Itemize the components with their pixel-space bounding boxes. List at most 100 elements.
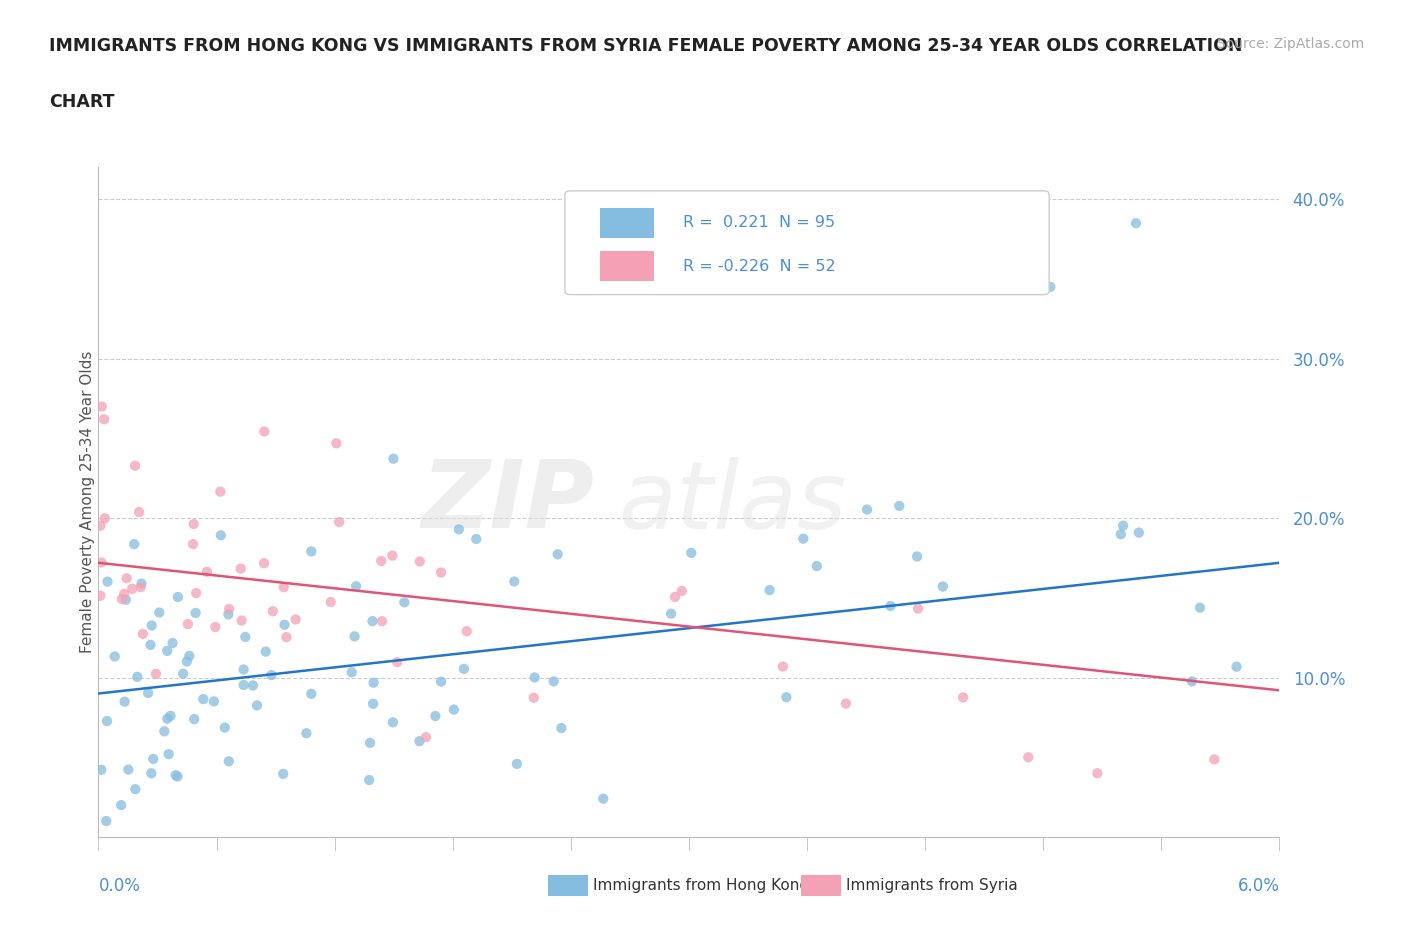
- Point: [952, 690, 974, 705]
- Point: [465, 532, 488, 547]
- Point: [124, 458, 146, 473]
- Point: [453, 661, 475, 676]
- Point: [408, 734, 430, 749]
- Point: [340, 665, 363, 680]
- Point: [381, 548, 404, 563]
- Point: [1109, 526, 1132, 541]
- Point: [153, 724, 176, 738]
- Text: Immigrants from Hong Kong: Immigrants from Hong Kong: [593, 878, 810, 893]
- Y-axis label: Female Poverty Among 25-34 Year Olds: Female Poverty Among 25-34 Year Olds: [80, 351, 94, 654]
- Point: [1225, 659, 1247, 674]
- Point: [156, 711, 179, 726]
- Point: [254, 644, 277, 659]
- Point: [183, 516, 205, 531]
- Point: [359, 736, 381, 751]
- Point: [253, 556, 276, 571]
- Point: [112, 586, 135, 601]
- Point: [96, 713, 118, 728]
- Point: [176, 654, 198, 669]
- Point: [758, 583, 780, 598]
- Point: [229, 561, 252, 576]
- Point: [145, 666, 167, 681]
- Point: [371, 614, 394, 629]
- Point: [96, 574, 118, 589]
- Point: [503, 574, 526, 589]
- Point: [550, 721, 572, 736]
- Text: IMMIGRANTS FROM HONG KONG VS IMMIGRANTS FROM SYRIA FEMALE POVERTY AMONG 25-34 YE: IMMIGRANTS FROM HONG KONG VS IMMIGRANTS …: [49, 37, 1243, 55]
- Point: [233, 630, 256, 644]
- Point: [430, 565, 453, 580]
- Point: [381, 715, 404, 730]
- FancyBboxPatch shape: [600, 251, 654, 281]
- Point: [193, 692, 215, 707]
- Point: [547, 547, 569, 562]
- Point: [319, 594, 342, 609]
- Point: [361, 614, 384, 629]
- Point: [772, 659, 794, 674]
- Text: CHART: CHART: [49, 93, 115, 111]
- Point: [835, 697, 858, 711]
- Point: [328, 514, 350, 529]
- Point: [1112, 518, 1135, 533]
- Point: [129, 579, 152, 594]
- Point: [1188, 600, 1211, 615]
- Text: Source: ZipAtlas.com: Source: ZipAtlas.com: [1216, 37, 1364, 51]
- Point: [202, 694, 225, 709]
- Point: [242, 678, 264, 693]
- Point: [165, 768, 187, 783]
- Point: [1039, 280, 1062, 295]
- Point: [671, 583, 693, 598]
- Point: [179, 648, 201, 663]
- Point: [209, 528, 232, 543]
- Point: [167, 590, 190, 604]
- Point: [681, 545, 703, 560]
- Point: [89, 518, 111, 533]
- Point: [273, 618, 295, 632]
- Point: [1017, 750, 1039, 764]
- Point: [1128, 525, 1150, 540]
- Point: [284, 612, 307, 627]
- Point: [114, 694, 136, 709]
- Point: [659, 606, 682, 621]
- FancyBboxPatch shape: [600, 207, 654, 238]
- Point: [932, 579, 955, 594]
- Point: [142, 751, 165, 766]
- Point: [141, 618, 163, 633]
- Point: [806, 559, 828, 574]
- Point: [447, 522, 470, 537]
- Point: [889, 498, 911, 513]
- Point: [276, 630, 298, 644]
- Point: [232, 662, 254, 677]
- Point: [148, 605, 170, 620]
- Point: [115, 592, 138, 607]
- Point: [159, 709, 181, 724]
- Point: [214, 720, 236, 735]
- Point: [204, 619, 226, 634]
- Point: [592, 791, 614, 806]
- Text: atlas: atlas: [619, 457, 846, 548]
- Point: [271, 766, 294, 781]
- Point: [792, 531, 814, 546]
- Point: [141, 765, 163, 780]
- Text: 6.0%: 6.0%: [1237, 877, 1279, 896]
- Point: [299, 686, 322, 701]
- Point: [359, 773, 381, 788]
- Point: [136, 685, 159, 700]
- Point: [172, 666, 194, 681]
- Text: R =  0.221  N = 95: R = 0.221 N = 95: [683, 215, 835, 230]
- Point: [90, 555, 112, 570]
- Point: [382, 451, 405, 466]
- Point: [181, 537, 204, 551]
- Point: [1085, 765, 1108, 780]
- Point: [523, 670, 546, 684]
- Point: [90, 763, 112, 777]
- Point: [295, 725, 318, 740]
- Point: [195, 565, 218, 579]
- Point: [415, 730, 437, 745]
- Point: [394, 595, 416, 610]
- Point: [94, 511, 117, 525]
- Point: [273, 579, 295, 594]
- Point: [132, 627, 155, 642]
- Text: Immigrants from Syria: Immigrants from Syria: [846, 878, 1018, 893]
- Point: [905, 549, 928, 564]
